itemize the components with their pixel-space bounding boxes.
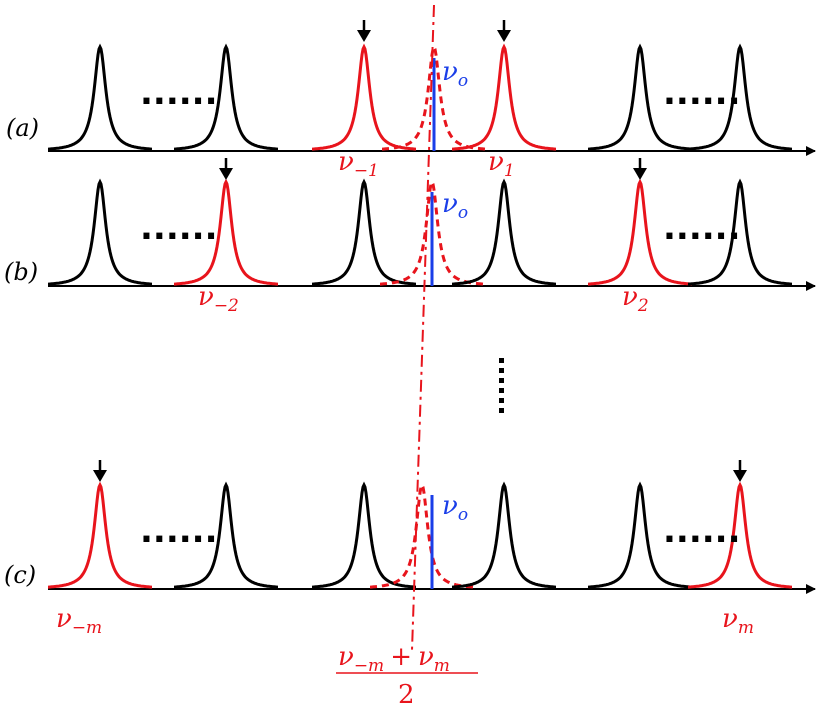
comb-peak	[174, 43, 278, 151]
down-arrow-icon	[497, 20, 511, 42]
row-a-dots-right: ......	[663, 73, 741, 113]
center-dashed-peak	[370, 481, 474, 589]
row-b-dots-left: ......	[140, 208, 218, 248]
comb-peak	[312, 481, 416, 589]
row-a-right-label: ν1	[488, 147, 515, 181]
comb-peak	[48, 178, 152, 286]
vertical-ellipsis	[499, 358, 504, 413]
down-arrow-icon	[633, 158, 647, 180]
row-a-nu-o: νo	[442, 57, 468, 91]
ellipsis-dot	[499, 368, 504, 373]
comb-peak	[312, 178, 416, 286]
row-c-dots-right: ......	[663, 511, 741, 551]
row-c-label: (c)	[4, 561, 36, 589]
comb-peak	[688, 178, 792, 286]
down-arrow-icon	[733, 460, 747, 482]
row-b-right-label: ν2	[622, 282, 649, 316]
fraction-denominator: 2	[398, 680, 415, 708]
row-b-label: (b)	[4, 258, 38, 286]
ellipsis-dot	[499, 378, 504, 383]
row-c-dots-left: ......	[140, 511, 218, 551]
center-fraction: ν−m + νm 2	[336, 642, 478, 708]
row-c-nu-o: νo	[442, 491, 468, 525]
row-a-left-label: ν−1	[338, 147, 379, 181]
comb-peak	[174, 481, 278, 589]
ellipsis-dot	[499, 408, 504, 413]
row-b-peaks	[48, 158, 792, 286]
selected-peak	[452, 43, 556, 151]
row-a-peaks	[48, 20, 792, 151]
row-b-dots-right: ......	[663, 208, 741, 248]
comb-peak	[588, 481, 692, 589]
selected-peak	[688, 481, 792, 589]
row-c-right-label: νm	[722, 604, 754, 638]
selected-peak	[588, 178, 692, 286]
row-b-nu-o: νo	[442, 189, 468, 223]
selected-peak	[174, 178, 278, 286]
comb-peak	[452, 178, 556, 286]
comb-peak	[452, 481, 556, 589]
fraction-numerator: ν−m + νm	[338, 642, 450, 676]
row-c-left-label: ν−m	[56, 604, 102, 638]
row-c: (c) ...... ...... νo ν−m νm	[4, 460, 816, 638]
ellipsis-dot	[499, 388, 504, 393]
row-a: (a) ...... ...... νo ν−1 ν1	[6, 20, 816, 181]
row-b: (b) ...... ...... νo ν−2 ν2	[4, 158, 816, 316]
down-arrow-icon	[219, 158, 233, 180]
row-b-left-label: ν−2	[198, 282, 239, 316]
selected-peak	[48, 481, 152, 589]
ellipsis-dot	[499, 358, 504, 363]
down-arrow-icon	[93, 460, 107, 482]
row-a-label: (a)	[6, 114, 39, 142]
center-dash-dot-line	[411, 4, 435, 651]
ellipsis-dot	[499, 398, 504, 403]
row-a-dots-left: ......	[140, 73, 218, 113]
selected-peak	[312, 43, 416, 151]
comb-peak	[48, 43, 152, 151]
down-arrow-icon	[357, 20, 371, 42]
row-c-peaks	[48, 460, 792, 589]
comb-peak	[588, 43, 692, 151]
comb-peak	[688, 43, 792, 151]
